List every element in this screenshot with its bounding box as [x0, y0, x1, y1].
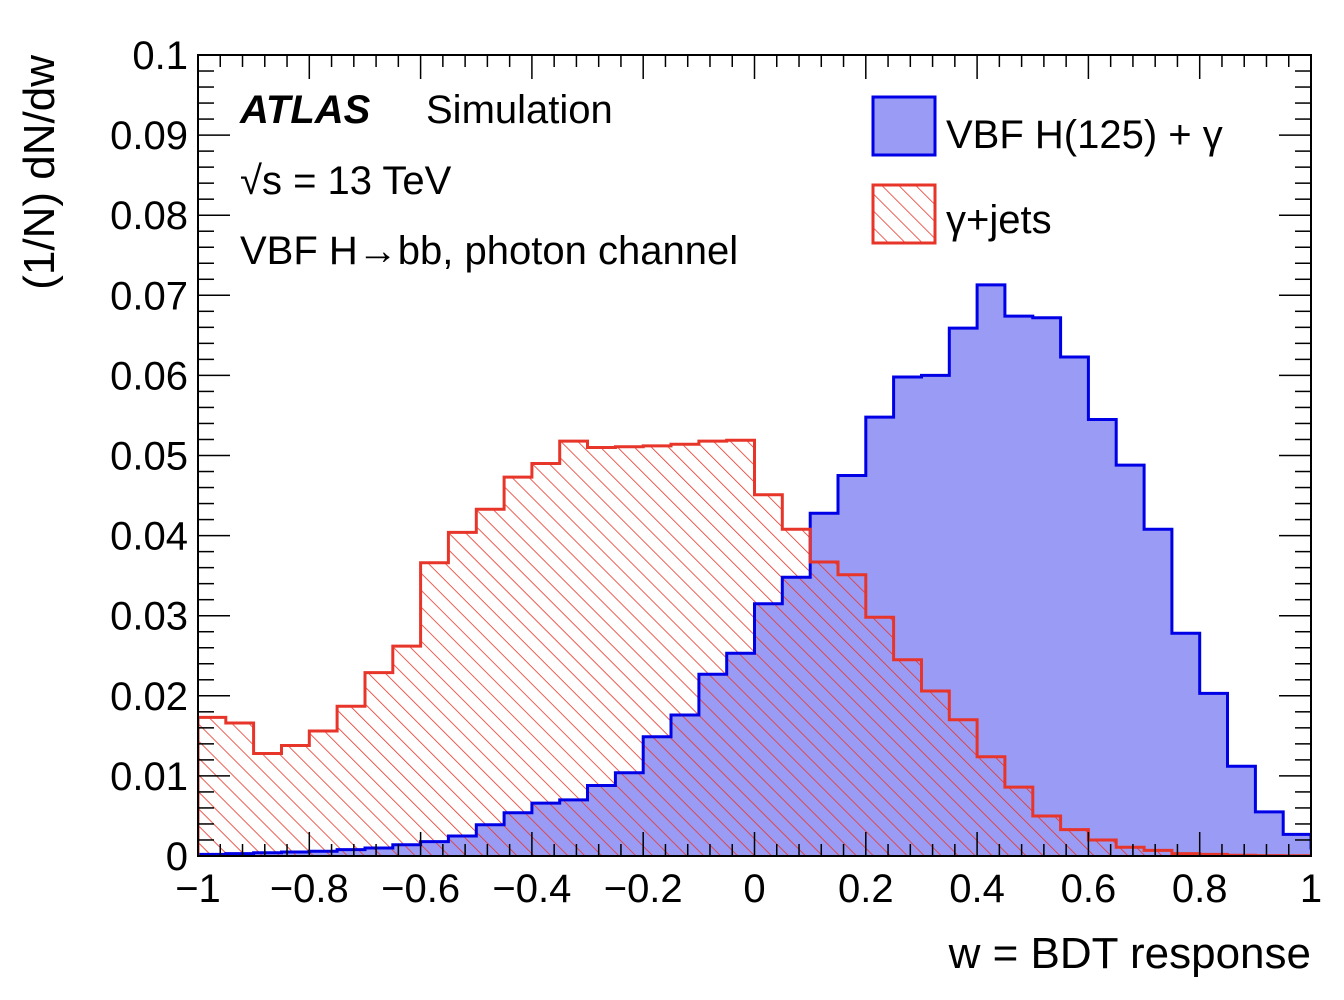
x-tick-label: 0.2 [838, 867, 894, 911]
x-axis-title: w = BDT response [948, 929, 1311, 978]
x-tick-label: 0 [743, 867, 765, 911]
x-tick-label: −0.2 [604, 867, 683, 911]
x-tick-label: −1 [175, 867, 221, 911]
x-tick-label: −0.4 [492, 867, 571, 911]
y-tick-label: 0.08 [110, 194, 188, 238]
simulation-label: Simulation [426, 88, 613, 132]
y-tick-label: 0.01 [110, 755, 188, 799]
legend: VBF H(125) + γ γ+jets [871, 95, 1223, 245]
x-tick-label: 1 [1300, 867, 1322, 911]
atlas-label: ATLAS [239, 88, 371, 132]
legend-label-signal: VBF H(125) + γ [946, 113, 1223, 157]
y-tick-label: 0.09 [110, 114, 188, 158]
y-tick-label: 0.02 [110, 675, 188, 719]
energy-label: √s = 13 TeV [240, 159, 452, 203]
y-tick-label: 0.1 [132, 34, 188, 78]
x-tick-label: 0.4 [949, 867, 1005, 911]
x-tick-label: −0.8 [270, 867, 349, 911]
background-histogram-outline [198, 438, 1311, 856]
x-tick-label: 0.8 [1172, 867, 1228, 911]
signal-histogram-fill [198, 284, 1311, 856]
y-tick-label: 0.03 [110, 595, 188, 639]
x-tick-label: 0.6 [1061, 867, 1117, 911]
legend-label-background: γ+jets [946, 198, 1052, 242]
y-tick-label: 0.06 [110, 354, 188, 398]
y-tick-label: 0.07 [110, 274, 188, 318]
legend-swatch-background [871, 183, 937, 245]
y-tick-label: 0 [166, 835, 188, 879]
channel-label: VBF H→bb, photon channel [240, 229, 738, 273]
y-tick-label: 0.05 [110, 435, 188, 479]
y-tick-label: 0.04 [110, 515, 188, 559]
tick-labels: −1 −0.8 −0.6 −0.4 −0.2 0 0.2 0.4 0.6 0.8 1 0 0.01 0.0… [110, 34, 1322, 911]
legend-swatch-signal [871, 95, 937, 157]
series-layer [198, 283, 1311, 856]
x-tick-label: −0.6 [381, 867, 460, 911]
y-axis-title: (1/N) dN/dw [15, 55, 64, 290]
plot-frame [197, 54, 1312, 857]
signal-histogram-outline [198, 283, 1311, 856]
axis-ticks [197, 54, 1312, 857]
